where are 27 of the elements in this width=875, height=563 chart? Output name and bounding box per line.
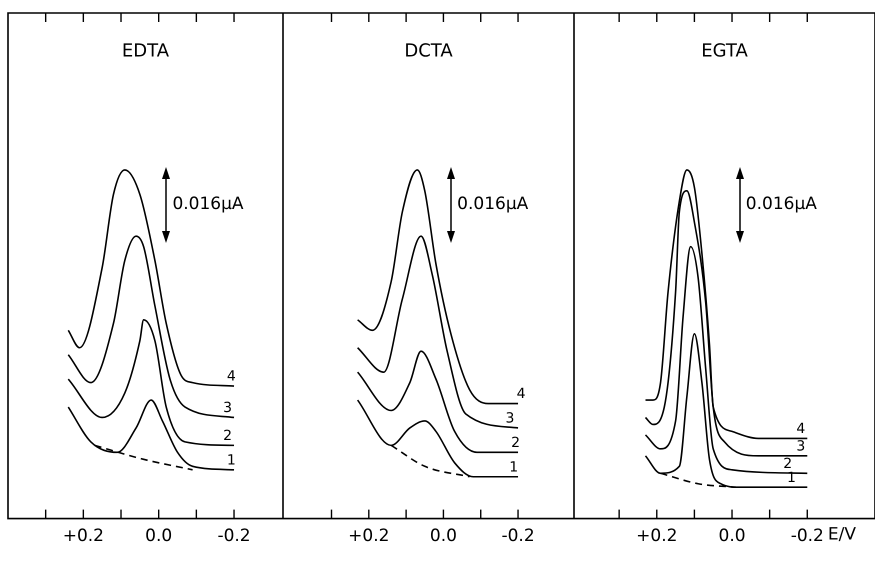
x-tick-label: 0.0 [145, 526, 172, 546]
x-tick-label: 0.0 [430, 526, 457, 546]
series-label: 2 [783, 456, 792, 472]
chart-title: EGTA [701, 40, 748, 62]
series-label: 4 [796, 421, 806, 438]
series-label: 3 [223, 400, 232, 416]
series-label: 4 [226, 368, 236, 385]
x-tick-label: +0.2 [348, 526, 390, 546]
series-label: 1 [509, 459, 518, 476]
series-label: 4 [516, 386, 526, 402]
series-label: 1 [226, 452, 236, 468]
chart-title: DCTA [404, 40, 454, 62]
x-tick-label: +0.2 [636, 526, 678, 546]
series-label: 2 [511, 434, 520, 451]
x-tick-label: -0.2 [217, 526, 251, 546]
annotation: 0.016µA [457, 194, 529, 214]
x-tick-label: +0.2 [62, 526, 104, 546]
x-tick-label: -0.2 [501, 526, 535, 546]
chart-title: EDTA [122, 40, 170, 62]
series-label: 2 [223, 428, 232, 444]
annotation: 0.016µA [746, 194, 818, 214]
annotation: 0.016µA [172, 194, 244, 214]
x-axis-title: E/V [828, 524, 856, 545]
series-label: 3 [505, 410, 514, 427]
x-tick-label: -0.2 [790, 526, 824, 546]
series-label: 3 [796, 438, 806, 454]
x-tick-label: 0.0 [718, 526, 746, 546]
